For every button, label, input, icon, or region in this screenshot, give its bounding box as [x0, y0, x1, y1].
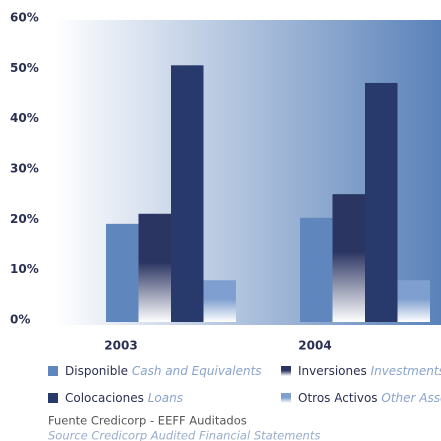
bar — [203, 280, 236, 322]
legend-label: Inversiones Investments — [298, 364, 441, 378]
legend-name-en: Other Assets — [381, 391, 441, 405]
bar — [365, 82, 398, 323]
legend-name: Inversiones — [298, 364, 367, 378]
y-tick-label: 10% — [10, 262, 39, 276]
y-tick-label: 60% — [10, 11, 39, 25]
legend-name: Disponible — [65, 364, 128, 378]
bar — [106, 223, 139, 322]
legend-swatch — [48, 366, 58, 376]
legend-swatch — [48, 393, 58, 403]
y-tick-label: 20% — [10, 212, 39, 226]
legend-name: Colocaciones — [65, 391, 144, 405]
legend-label: Disponible Cash and Equivalents — [65, 364, 262, 378]
y-tick-label: 30% — [10, 162, 39, 176]
legend-swatch — [281, 366, 291, 376]
legend-label: Otros Activos Other Assets — [298, 391, 441, 405]
source: Fuente Credicorp - EEFF Auditados — [48, 414, 247, 428]
y-tick-label: 0% — [10, 313, 30, 327]
bar — [171, 65, 204, 323]
legend-swatch — [281, 393, 291, 403]
bar — [397, 280, 430, 322]
bar — [332, 194, 365, 322]
legend-name-en: Cash and Equivalents — [132, 364, 262, 378]
y-tick-label: 40% — [10, 111, 39, 125]
y-tick-label: 50% — [10, 61, 39, 75]
legend-label: Colocaciones Loans — [65, 391, 183, 405]
source-en: Source Credicorp Audited Financial State… — [48, 429, 320, 441]
legend-name: Otros Activos — [298, 391, 378, 405]
x-tick-label: 2003 — [104, 339, 137, 353]
legend-name-en: Loans — [148, 391, 183, 405]
legend-name-en: Investments — [371, 364, 441, 378]
bar — [138, 213, 171, 322]
bar — [300, 217, 333, 322]
x-tick-label: 2004 — [298, 339, 331, 353]
